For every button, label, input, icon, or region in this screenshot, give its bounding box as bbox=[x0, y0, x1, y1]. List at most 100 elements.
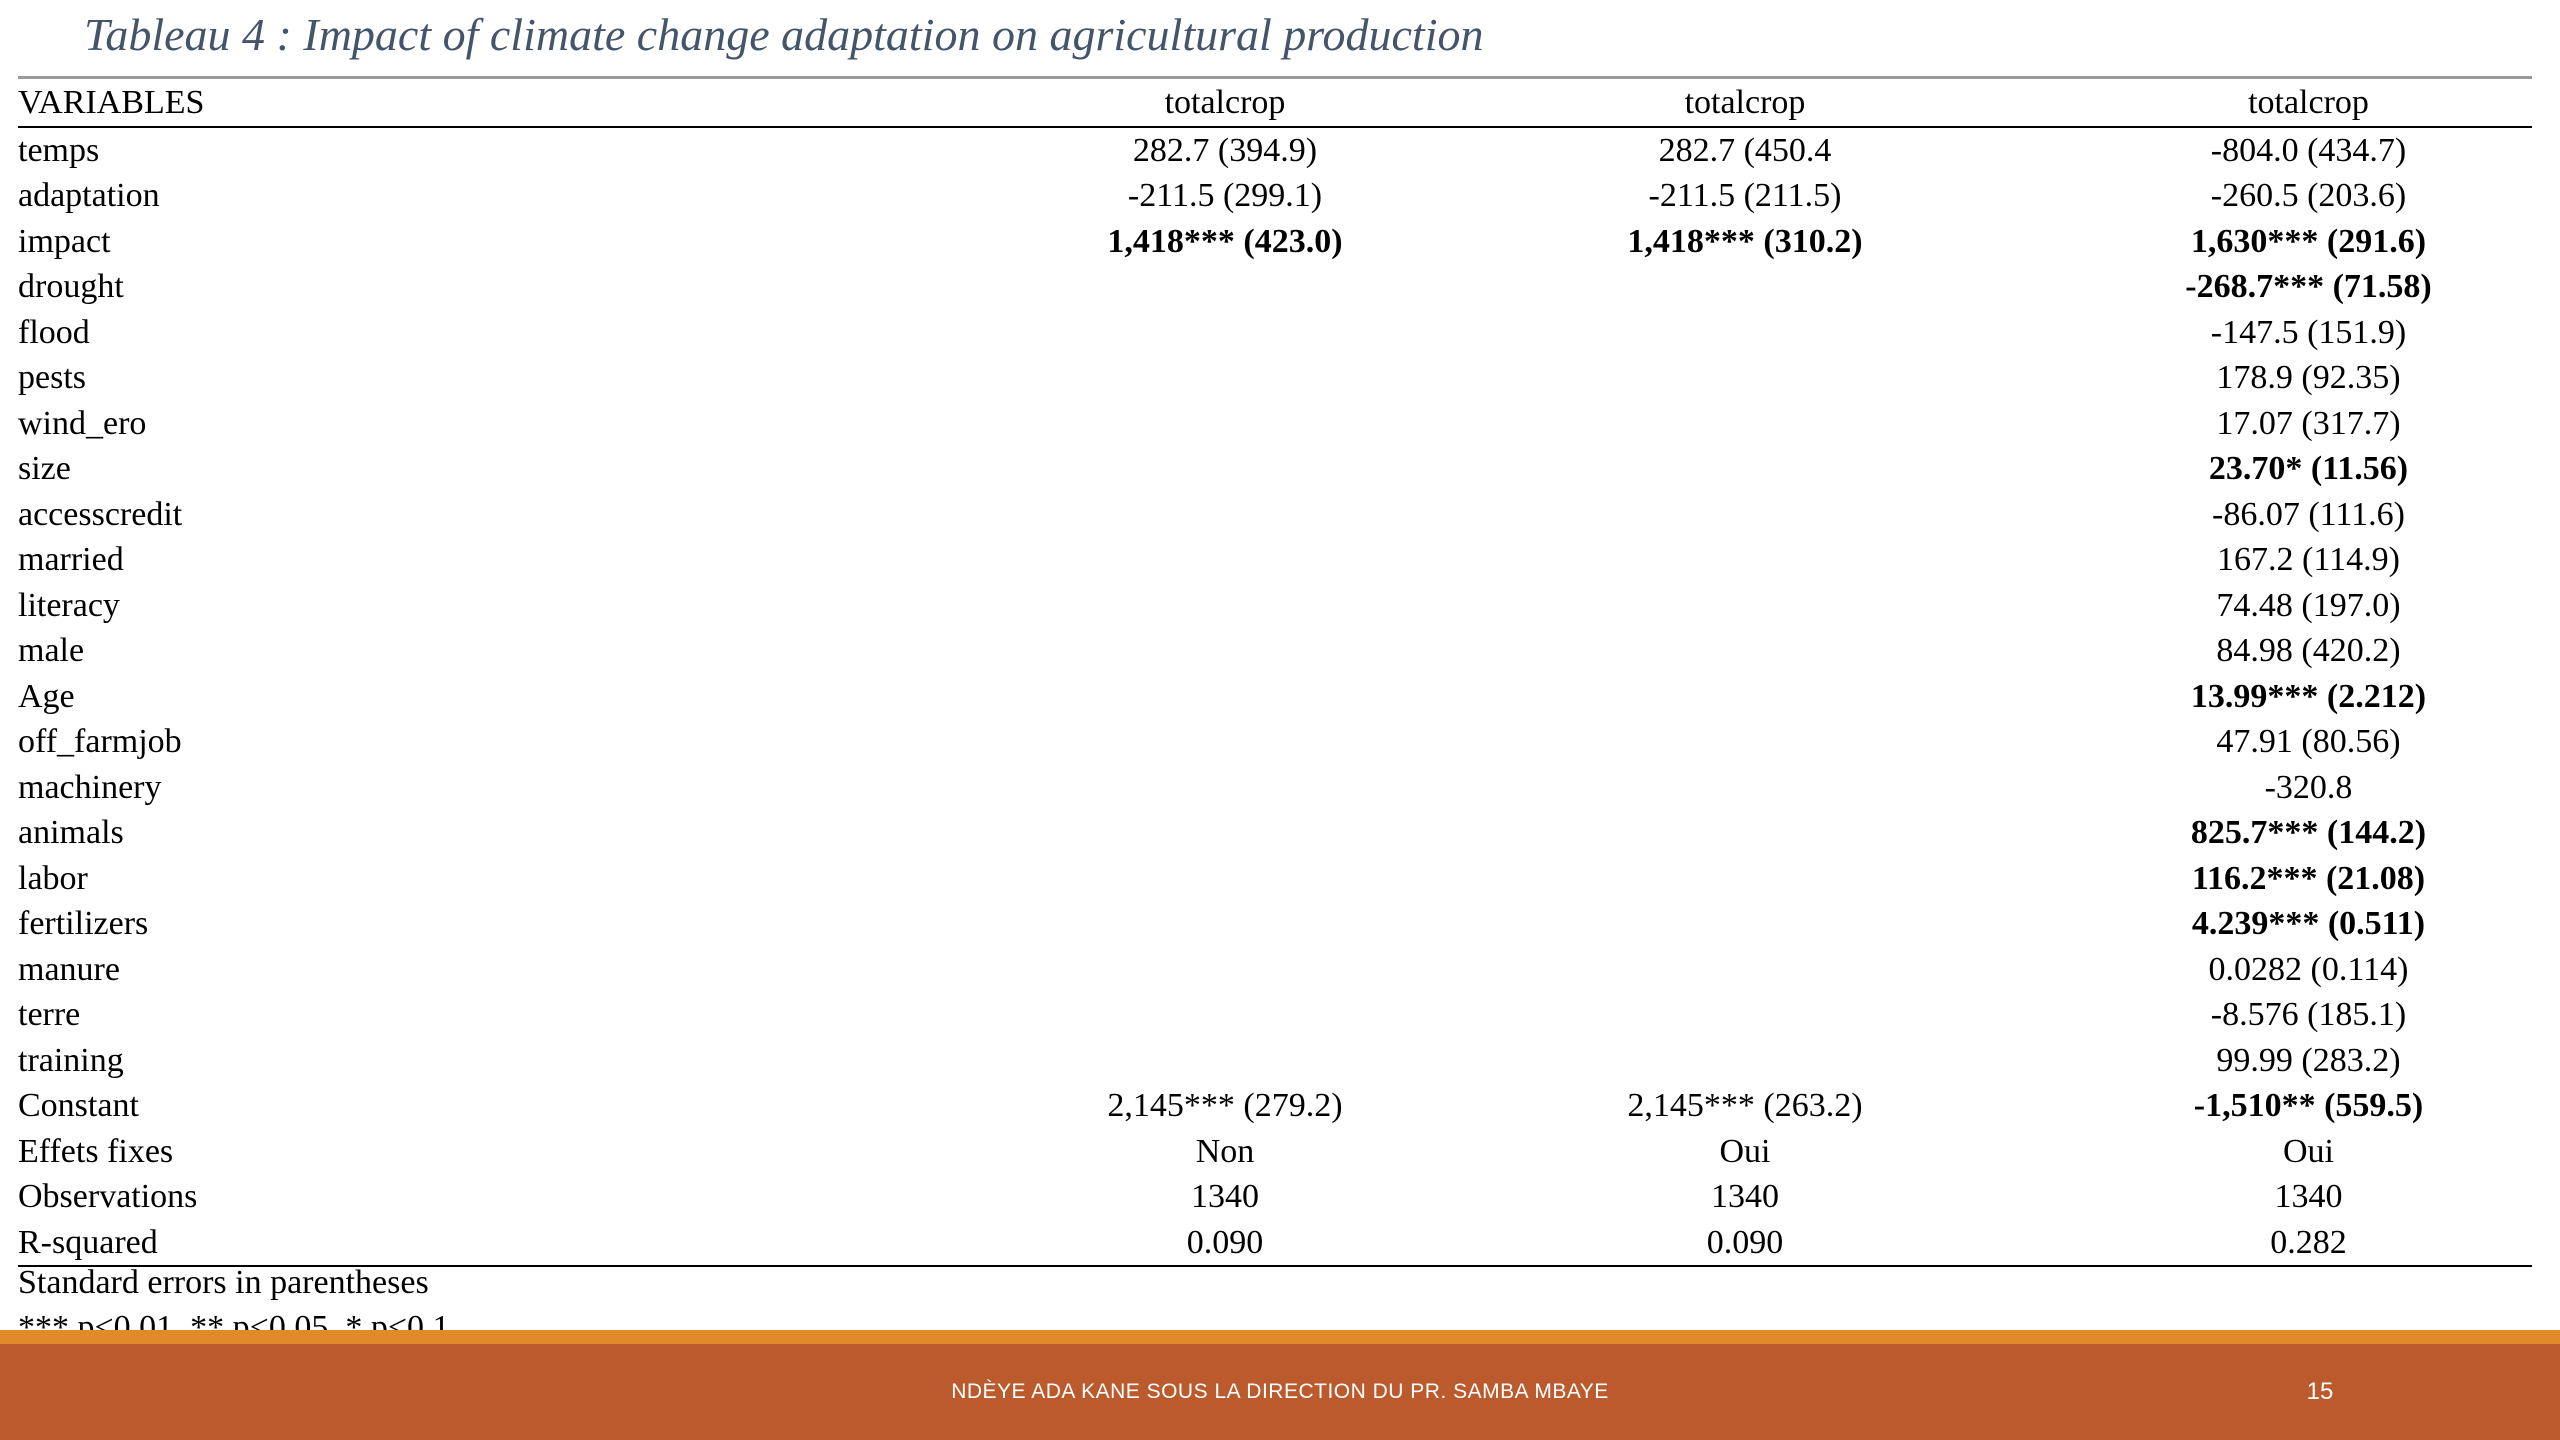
footer-band bbox=[0, 1344, 2560, 1440]
cell-c1 bbox=[1045, 947, 1405, 993]
cell-c2 bbox=[1405, 355, 2085, 401]
row-variable-name: literacy bbox=[18, 586, 120, 624]
cell-c1 bbox=[1045, 992, 1405, 1038]
cell-c1 bbox=[1045, 401, 1405, 447]
cell-c1 bbox=[1045, 901, 1405, 947]
row-variable-name: size bbox=[18, 450, 71, 487]
cell-c1 bbox=[1045, 446, 1405, 492]
cell-c2: -211.5 (211.5) bbox=[1648, 177, 1842, 214]
table-row: Age 13.99*** (2.212) bbox=[18, 674, 2532, 720]
table-row: drought -268.7*** (71.58) bbox=[18, 264, 2532, 310]
row-variable-name: adaptation bbox=[18, 177, 160, 214]
table-row: size 23.70* (11.56) bbox=[18, 446, 2532, 492]
cell-c2 bbox=[1405, 492, 2085, 538]
cell-c3: 178.9 (92.35) bbox=[2216, 359, 2401, 396]
row-variable-name: machinery bbox=[18, 768, 162, 806]
cell-c3: 23.70* (11.56) bbox=[2208, 450, 2409, 487]
table-row: R-squared 0.090 0.090 0.282 bbox=[18, 1219, 2532, 1267]
table-row: manure 0.0282 (0.114) bbox=[18, 947, 2532, 993]
cell-c3: 74.48 (197.0) bbox=[2216, 586, 2401, 624]
cell-c2 bbox=[1405, 401, 2085, 447]
cell-c1: 0.090 bbox=[1045, 1219, 1405, 1267]
cell-c2 bbox=[1405, 674, 2085, 720]
row-variable-name: male bbox=[18, 632, 85, 669]
cell-c2 bbox=[1405, 1038, 2085, 1084]
cell-c3: -8.576 (185.1) bbox=[2210, 996, 2407, 1033]
row-variable-name: Age bbox=[18, 677, 75, 715]
header-col2: totalcrop bbox=[1405, 80, 2085, 128]
row-variable-name: fertilizers bbox=[18, 905, 149, 942]
cell-c1 bbox=[1045, 264, 1405, 310]
row-variable-name: flood bbox=[18, 313, 90, 351]
cell-c3: 13.99*** (2.212) bbox=[2190, 677, 2427, 715]
cell-c2 bbox=[1405, 810, 2085, 856]
cell-c1 bbox=[1045, 628, 1405, 674]
table-row: wind_ero 17.07 (317.7) bbox=[18, 401, 2532, 447]
table-row: temps 282.7 (394.9) 282.7 (450.4 -804.0 (43… bbox=[18, 127, 2532, 174]
cell-c1 bbox=[1045, 765, 1405, 811]
note-standard-errors: Standard errors in parentheses bbox=[18, 1264, 429, 1301]
table-row: fertilizers 4.239*** (0.511) bbox=[18, 901, 2532, 947]
row-variable-name: Constant bbox=[18, 1087, 139, 1124]
cell-c1 bbox=[1045, 492, 1405, 538]
row-variable-name: drought bbox=[18, 268, 124, 305]
cell-c3: -804.0 (434.7) bbox=[2210, 131, 2407, 169]
cell-c3: 0.282 bbox=[2085, 1219, 2532, 1267]
cell-c2 bbox=[1405, 628, 2085, 674]
row-variable-name: off_farmjob bbox=[18, 723, 182, 760]
cell-c2 bbox=[1405, 446, 2085, 492]
page-number: 15 bbox=[2306, 1378, 2334, 1405]
cell-c2 bbox=[1405, 765, 2085, 811]
table-row: adaptation -211.5 (299.1) -211.5 (211.5) -2… bbox=[18, 173, 2532, 219]
footer-author: NDÈYE ADA KANE SOUS LA DIRECTION DU PR. … bbox=[951, 1380, 1609, 1403]
table-row: accesscredit -86.07 (111.6) bbox=[18, 492, 2532, 538]
cell-c1 bbox=[1045, 1038, 1405, 1084]
table-body: temps 282.7 (394.9) 282.7 (450.4 -804.0 (43… bbox=[18, 127, 2532, 1267]
header-variables: VARIABLES bbox=[18, 80, 1045, 128]
cell-c2 bbox=[1405, 992, 2085, 1038]
cell-c3: -147.5 (151.9) bbox=[2210, 313, 2407, 351]
cell-c2 bbox=[1405, 719, 2085, 765]
table-row: Effets fixes Non Oui Oui bbox=[18, 1129, 2532, 1175]
cell-c1: 1340 bbox=[1191, 1178, 1259, 1215]
table-row: pests 178.9 (92.35) bbox=[18, 355, 2532, 401]
cell-c3: 825.7*** (144.2) bbox=[2190, 814, 2427, 851]
table-row: machinery -320.8 bbox=[18, 765, 2532, 811]
cell-c3: 47.91 (80.56) bbox=[2216, 723, 2401, 760]
cell-c3: 84.98 (420.2) bbox=[2216, 632, 2401, 669]
cell-c3: -268.7*** (71.58) bbox=[2185, 268, 2432, 305]
cell-c3: 116.2*** (21.08) bbox=[2191, 859, 2426, 897]
cell-c1 bbox=[1045, 583, 1405, 629]
cell-c1: -211.5 (299.1) bbox=[1127, 177, 1323, 214]
row-variable-name: accesscredit bbox=[18, 495, 183, 533]
row-variable-name: labor bbox=[18, 859, 88, 897]
table-row: off_farmjob 47.91 (80.56) bbox=[18, 719, 2532, 765]
footer-accent-stripe bbox=[0, 1330, 2560, 1344]
table-row: male 84.98 (420.2) bbox=[18, 628, 2532, 674]
cell-c3: 99.99 (283.2) bbox=[2216, 1041, 2401, 1079]
cell-c2 bbox=[1405, 583, 2085, 629]
cell-c2 bbox=[1405, 947, 2085, 993]
cell-c2 bbox=[1405, 310, 2085, 356]
cell-c2: Oui bbox=[1719, 1132, 1771, 1170]
cell-c2: 282.7 (450.4 bbox=[1658, 131, 1832, 169]
cell-c2 bbox=[1405, 537, 2085, 583]
table-row: impact 1,418*** (423.0) 1,418*** (310.2) 1,… bbox=[18, 219, 2532, 265]
cell-c1 bbox=[1045, 810, 1405, 856]
cell-c3: -320.8 bbox=[2264, 768, 2353, 806]
cell-c1: 282.7 (394.9) bbox=[1132, 131, 1318, 169]
table-row: terre -8.576 (185.1) bbox=[18, 992, 2532, 1038]
header-col1: totalcrop bbox=[1045, 80, 1405, 128]
row-variable-name: Observations bbox=[18, 1178, 198, 1215]
cell-c1: 1,418*** (423.0) bbox=[1107, 222, 1343, 260]
cell-c3: -86.07 (111.6) bbox=[2212, 495, 2405, 533]
cell-c2: 0.090 bbox=[1405, 1219, 2085, 1267]
table-row: training 99.99 (283.2) bbox=[18, 1038, 2532, 1084]
row-variable-name: Effets fixes bbox=[18, 1132, 174, 1170]
row-variable-name: animals bbox=[18, 814, 124, 851]
row-variable-name: terre bbox=[18, 996, 81, 1033]
cell-c3: 167.2 (114.9) bbox=[2217, 541, 2400, 578]
row-variable-name: married bbox=[18, 541, 124, 578]
row-variable-name: training bbox=[18, 1041, 124, 1079]
table-row: married 167.2 (114.9) bbox=[18, 537, 2532, 583]
